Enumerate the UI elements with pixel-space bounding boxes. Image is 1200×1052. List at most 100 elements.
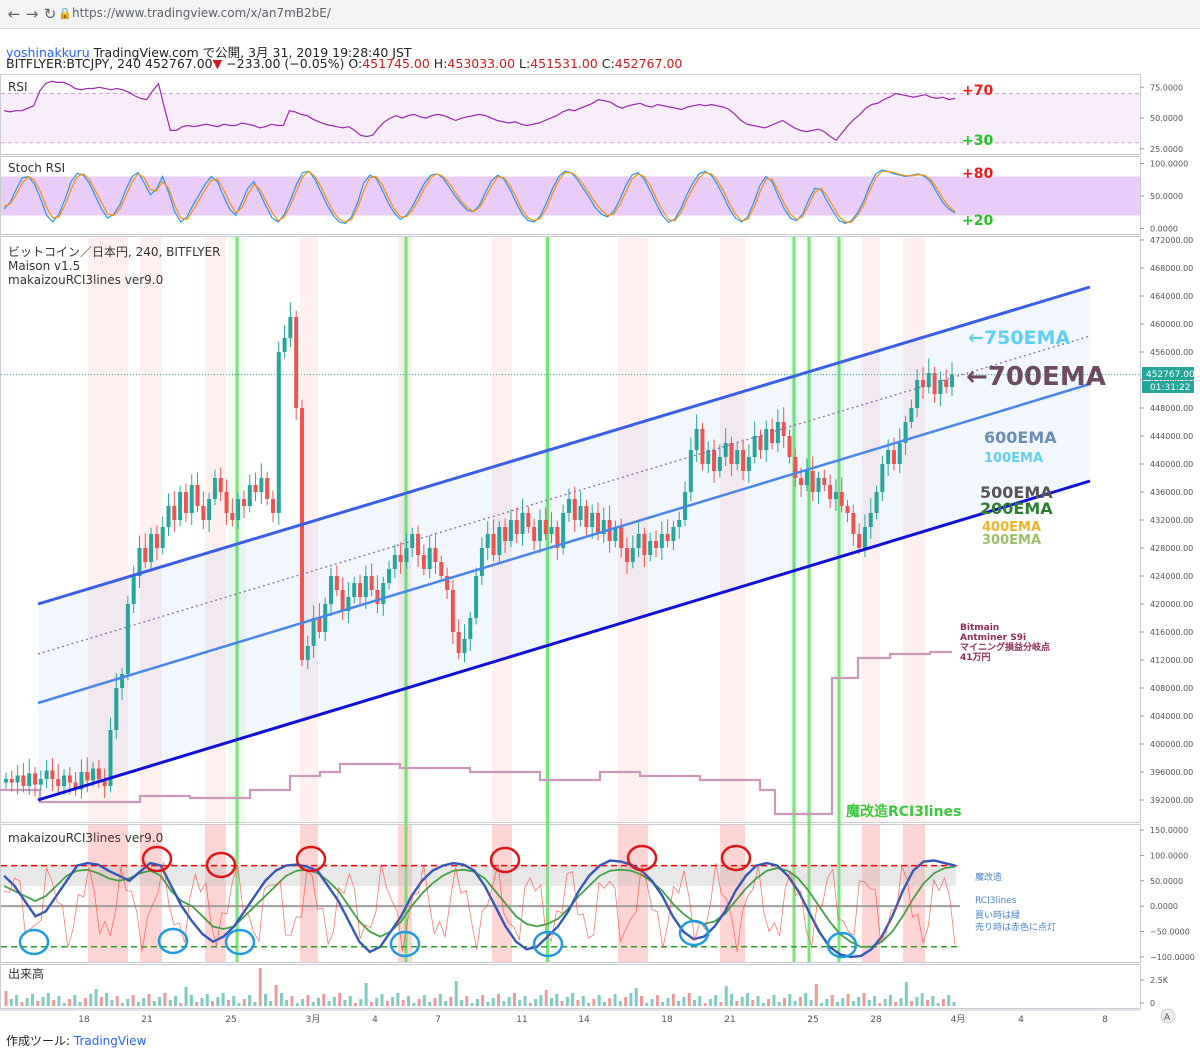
volume-bar-68: [364, 983, 368, 1006]
candle-body-67: [392, 555, 397, 569]
candle-body-129: [752, 436, 757, 457]
volume-bar-93: [497, 994, 501, 1006]
volume-bar-35: [189, 995, 193, 1006]
volume-bar-147: [783, 998, 787, 1006]
candle-body-95: [555, 527, 560, 548]
volume-bar-16: [89, 994, 93, 1006]
low-value: 451531.00: [530, 56, 598, 71]
candle-body-6: [38, 779, 43, 785]
candle-body-132: [770, 429, 775, 443]
volume-bar-175: [931, 996, 935, 1006]
volume-bar-157: [835, 1002, 839, 1006]
sell-zone-rci-0: [88, 825, 128, 962]
candle-body-81: [474, 576, 479, 618]
volume-bar-29: [158, 997, 162, 1006]
candle-body-60: [352, 583, 357, 597]
rci-title: makaizouRCI3lines ver9.0: [8, 831, 163, 845]
candle-body-101: [590, 513, 595, 527]
candle-body-99: [578, 506, 583, 520]
volume-bar-17: [94, 989, 98, 1006]
volume-bar-49: [264, 994, 268, 1006]
volume-bar-19: [105, 993, 109, 1006]
volume-bar-110: [587, 1003, 591, 1006]
volume-bar-50: [269, 1001, 273, 1006]
candle-body-54: [317, 618, 322, 632]
volume-bar-178: [947, 995, 951, 1006]
volume-bar-177: [941, 999, 945, 1006]
author-link[interactable]: yoshinakkuru: [6, 45, 90, 60]
price-tick-label-14: 416000.00: [1150, 628, 1193, 637]
rci-short-line: [3, 861, 956, 952]
candle-body-133: [775, 422, 780, 443]
volume-bar-144: [767, 999, 771, 1006]
candle-body-137: [799, 478, 804, 485]
volume-bar-170: [904, 982, 908, 1006]
volume-bar-32: [173, 996, 177, 1006]
volume-bar-15: [83, 998, 87, 1006]
volume-bar-25: [136, 1002, 140, 1006]
candle-body-83: [485, 534, 490, 548]
volume-bar-76: [407, 996, 411, 1006]
ema700-label: ←700EMA: [966, 362, 1106, 392]
sell-marker-circle-1: [205, 851, 237, 879]
volume-bar-51: [274, 985, 278, 1006]
ema400-label: 400EMA: [982, 520, 1041, 535]
time-axis: 18 21 25 3月 4 7 11 14 18 21 25 28 4月 4 8: [0, 1009, 1140, 1025]
candle-body-58: [340, 590, 345, 611]
time-tick-label-8: 18: [661, 1015, 673, 1025]
volume-bar-27: [147, 994, 151, 1006]
buy-marker-circle-5: [678, 919, 710, 947]
rci-tick-label-1: 100.0000: [1150, 851, 1188, 860]
made-with-label: 作成ツール:: [6, 1034, 71, 1048]
volume-bar-97: [518, 1000, 522, 1006]
candle-body-14: [85, 772, 90, 781]
price-tick-label-12: 424000.00: [1150, 572, 1193, 581]
candle-body-143: [833, 492, 838, 499]
volume-bar-20: [110, 1000, 114, 1006]
sell-zone-0: [88, 237, 128, 822]
candle-body-3: [21, 775, 26, 786]
candle-body-50: [294, 317, 299, 408]
candle-body-49: [288, 317, 293, 338]
candle-body-19: [114, 688, 119, 730]
volume-bar-95: [507, 997, 511, 1006]
volume-bar-87: [465, 996, 469, 1006]
address-bar[interactable]: https://www.tradingview.com/x/an7mB2bE/: [72, 6, 331, 20]
volume-bar-45: [242, 999, 246, 1006]
mining-breakeven-line: [0, 650, 952, 816]
price-tick-label-6: 448000.00: [1150, 404, 1193, 413]
rsi-band: [1, 93, 1140, 143]
volume-bar-63: [338, 993, 342, 1006]
forward-arrow-icon[interactable]: →: [25, 5, 39, 23]
candle-body-163: [950, 374, 954, 387]
volume-bar-140: [745, 993, 749, 1006]
rci-tick-label-5: −100.0000: [1150, 953, 1195, 962]
volume-bar-26: [142, 998, 146, 1006]
back-arrow-icon[interactable]: ←: [7, 5, 21, 23]
candle-body-109: [636, 534, 641, 548]
candle-body-18: [108, 730, 113, 786]
candle-body-63: [369, 576, 374, 590]
publish-info: yoshinakkuru TradingView.com で公開, 3月 31,…: [6, 42, 412, 61]
volume-bar-6: [36, 1001, 40, 1006]
candle-body-26: [154, 534, 159, 548]
reload-icon[interactable]: ↻: [43, 5, 57, 23]
candle-body-79: [462, 639, 467, 653]
auto-scale-button[interactable]: [1160, 1008, 1176, 1024]
volume-bar-77: [412, 1003, 416, 1006]
time-tick-label-3: 3月: [306, 1014, 321, 1025]
volume-bar-66: [354, 1003, 358, 1006]
sell-zone-rci-5: [492, 825, 512, 962]
candle-body-34: [201, 506, 206, 520]
volume-bar-67: [359, 999, 363, 1006]
bitmain-note-2: Antminer S9i: [960, 633, 1026, 643]
high-label: H:: [433, 56, 448, 71]
panel-frames: [0, 74, 1141, 1009]
candle-body-13: [79, 772, 84, 790]
tradingview-logo[interactable]: TradingView: [73, 1034, 147, 1048]
candle-body-113: [659, 534, 664, 548]
candle-body-51: [299, 408, 304, 660]
candle-body-138: [804, 471, 809, 485]
close-value: 452767.00: [614, 56, 683, 71]
